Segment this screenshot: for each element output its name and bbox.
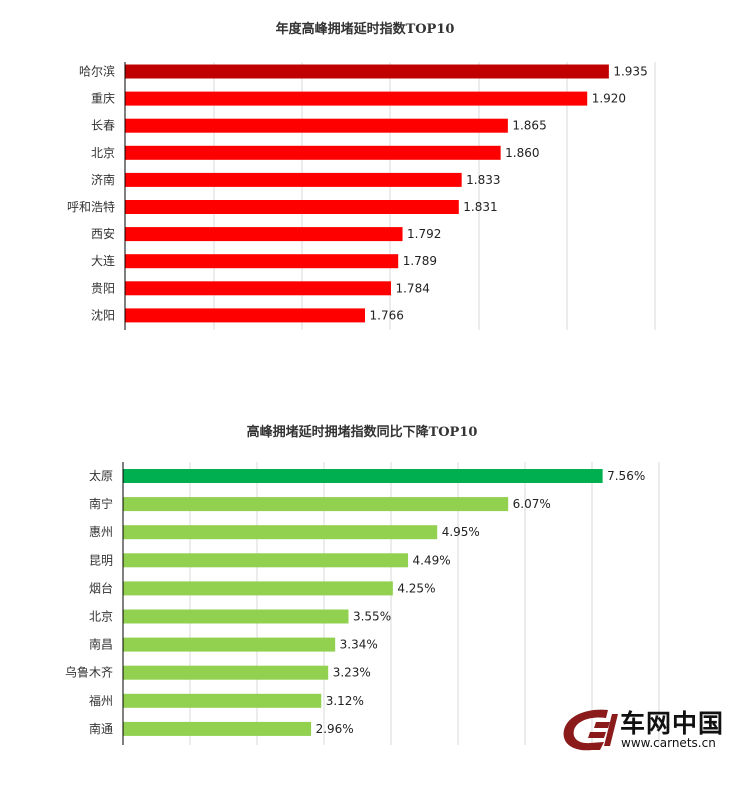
category-label: 北京 [89,610,113,624]
category-label: 贵阳 [91,281,115,295]
category-label: 西安 [91,226,115,241]
value-label: 2.96% [316,722,354,736]
category-label: 乌鲁木齐 [65,665,113,680]
carnets-logo-icon [563,709,618,751]
category-label: 烟台 [89,580,113,595]
bar [123,497,509,512]
category-label: 福州 [89,693,113,708]
category-label: 北京 [91,146,115,160]
value-label: 1.865 [512,119,546,133]
value-label: 4.25% [397,581,435,595]
value-label: 3.55% [353,610,391,624]
bar [125,227,403,242]
value-label: 1.766 [370,308,404,322]
value-label: 4.95% [442,525,480,539]
value-label: 3.12% [326,694,364,708]
bar [123,609,349,624]
annual-congestion-chart: 年度高峰拥堵延时指数TOP10 哈尔滨 1.935 重庆 1.920 长春 1.865 北京… [67,21,656,330]
category-label: 南通 [89,721,113,736]
bar [123,637,336,652]
chart-title: 年度高峰拥堵延时指数TOP10 [276,21,455,37]
value-label: 3.34% [340,638,378,652]
bar [125,64,609,79]
category-label: 重庆 [91,92,115,106]
value-label: 6.07% [513,497,551,511]
bar [123,553,409,568]
bar [123,665,329,680]
value-label: 1.792 [407,227,441,241]
category-label: 长春 [91,119,115,133]
category-label: 大连 [91,253,115,268]
bar [125,308,366,323]
value-label: 1.784 [395,281,429,295]
bar [125,118,508,133]
bar [123,525,438,540]
category-label: 呼和浩特 [67,199,115,214]
category-label: 昆明 [89,553,113,567]
value-label: 1.789 [403,254,437,268]
bar [123,721,312,736]
category-label: 惠州 [89,525,113,539]
value-label: 4.49% [413,553,451,567]
category-label: 哈尔滨 [79,64,115,79]
value-label: 1.920 [592,92,626,106]
category-label: 南昌 [89,637,113,652]
bar [123,693,322,708]
value-label: 3.23% [333,666,371,680]
category-label: 南宁 [89,496,113,511]
value-label: 1.935 [613,65,647,79]
category-label: 济南 [91,172,115,187]
bar [125,254,399,269]
bar [123,581,393,596]
category-label: 太原 [89,468,113,483]
value-label: 1.833 [466,173,500,187]
bar [125,281,391,296]
bar [125,91,588,106]
value-label: 1.831 [463,200,497,214]
category-label: 沈阳 [91,307,115,322]
brand-name: 车网中国 [620,709,725,738]
value-label: 7.56% [607,469,645,483]
bar [125,200,459,214]
bar [123,469,603,483]
brand-url: www.carnets.cn [621,736,716,750]
yoy-decline-chart: 高峰拥堵延时拥堵指数同比下降TOP10 太原 7.56% 南宁 6.07% 惠州 4.95… [65,424,660,745]
value-label: 1.860 [505,146,539,160]
chart-title: 高峰拥堵延时拥堵指数同比下降TOP10 [247,424,478,440]
bar [125,172,462,187]
bar [125,145,501,160]
